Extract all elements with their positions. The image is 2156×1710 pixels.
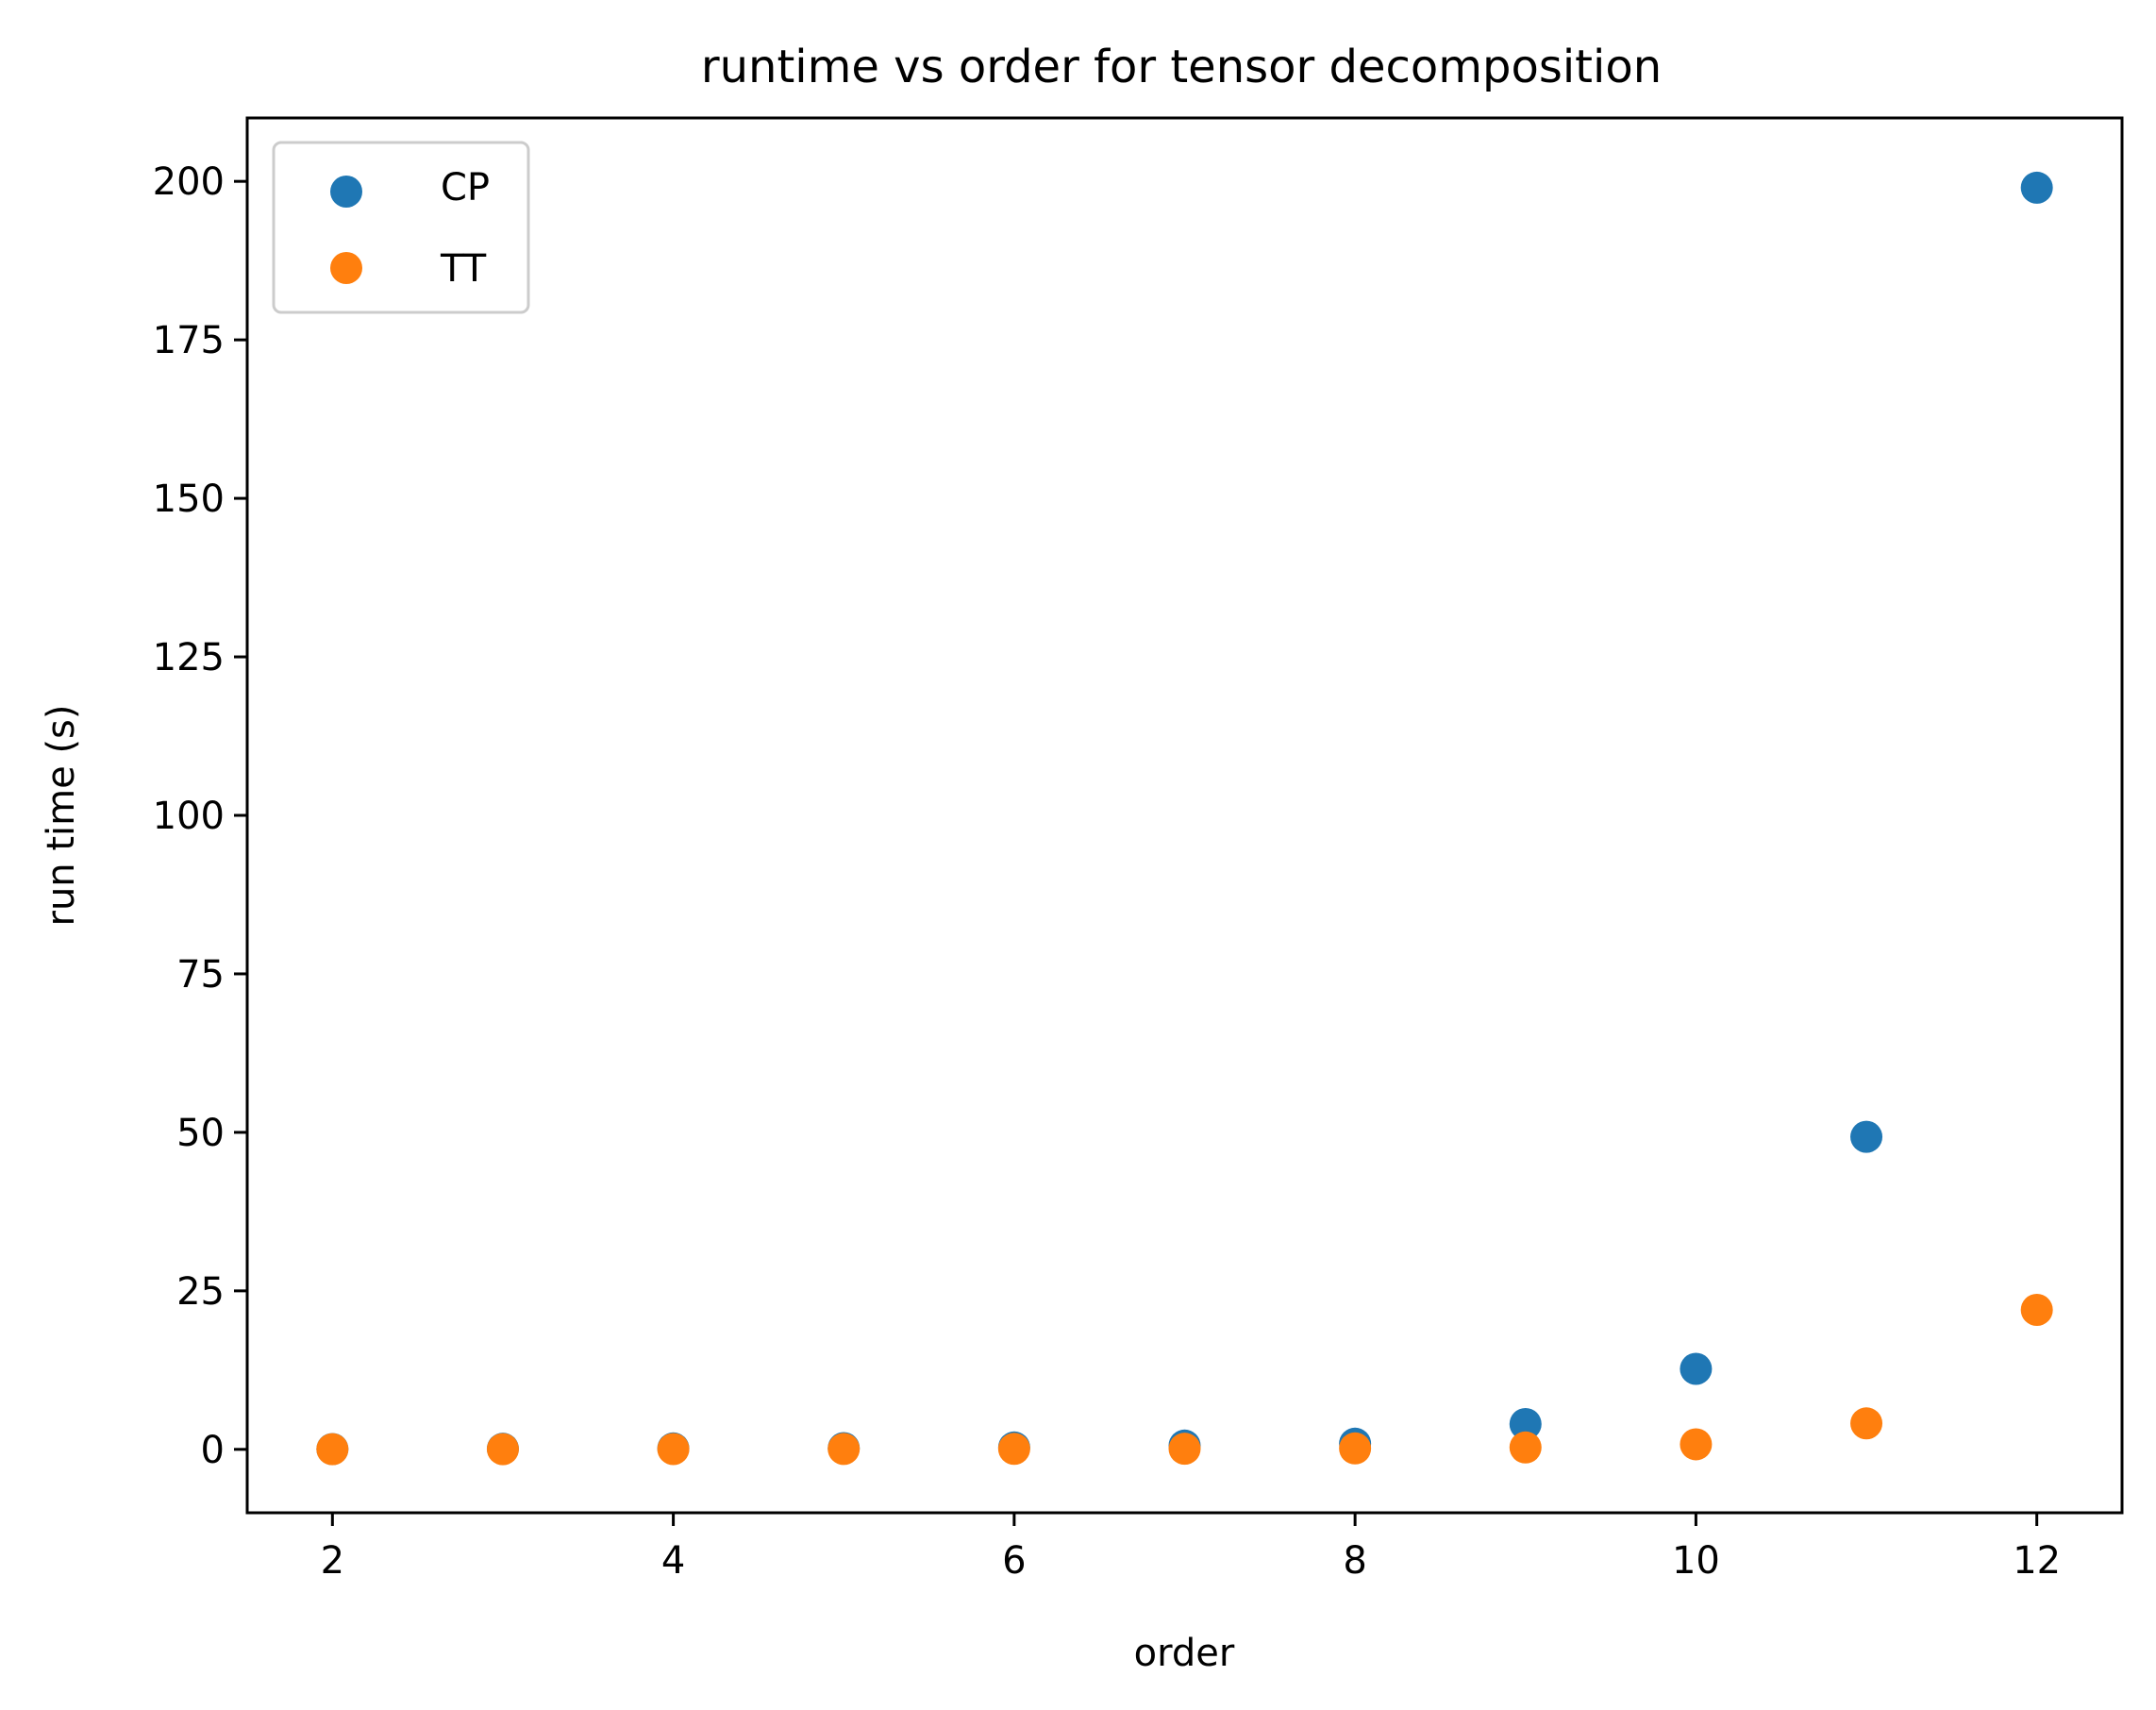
y-tick-label: 175 — [153, 319, 225, 362]
data-points — [316, 171, 2053, 1466]
y-tick-label: 25 — [176, 1270, 225, 1314]
point-tt — [486, 1433, 519, 1466]
point-tt — [2020, 1294, 2053, 1327]
y-tick-label: 200 — [153, 160, 225, 204]
point-tt — [1509, 1431, 1542, 1464]
point-tt — [657, 1433, 690, 1466]
legend-label-cp: CP — [441, 166, 490, 210]
point-cp — [1850, 1120, 1883, 1153]
x-tick-label: 10 — [1672, 1539, 1720, 1583]
y-tick-label: 0 — [201, 1429, 225, 1472]
plot-frame — [245, 116, 2124, 1515]
legend-marker-cp — [330, 176, 362, 208]
y-tick-label: 150 — [153, 478, 225, 521]
point-tt — [997, 1433, 1030, 1466]
point-tt — [1680, 1428, 1713, 1461]
plot-area — [247, 118, 2122, 1513]
point-cp — [1680, 1352, 1713, 1385]
chart-title: runtime vs order for tensor decompositio… — [701, 41, 1662, 93]
x-tick-label: 4 — [661, 1539, 685, 1583]
point-cp — [2020, 171, 2053, 204]
x-axis-ticks: 2 4 6 8 10 12 — [321, 1513, 2061, 1583]
y-tick-label: 100 — [153, 795, 225, 838]
legend-frame — [272, 141, 530, 314]
legend-marker-tt — [330, 252, 362, 284]
x-axis-label: order — [1134, 1632, 1235, 1675]
y-tick-label: 50 — [176, 1112, 225, 1155]
point-tt — [1850, 1407, 1883, 1440]
point-tt — [827, 1433, 861, 1466]
x-tick-label: 12 — [2013, 1539, 2061, 1583]
point-cp — [1509, 1407, 1542, 1440]
legend: CP TT — [272, 141, 530, 314]
x-tick-label: 2 — [321, 1539, 344, 1583]
y-axis-ticks: 0 25 50 75 100 125 150 175 200 — [153, 160, 247, 1472]
y-tick-label: 75 — [176, 953, 225, 997]
y-tick-label: 125 — [153, 636, 225, 679]
point-tt — [1339, 1432, 1372, 1465]
x-tick-label: 8 — [1343, 1539, 1366, 1583]
x-tick-label: 6 — [1002, 1539, 1026, 1583]
point-tt — [1168, 1433, 1201, 1466]
y-axis-label: run time (s) — [40, 705, 83, 927]
legend-label-tt: TT — [440, 247, 487, 291]
point-tt — [316, 1433, 349, 1466]
